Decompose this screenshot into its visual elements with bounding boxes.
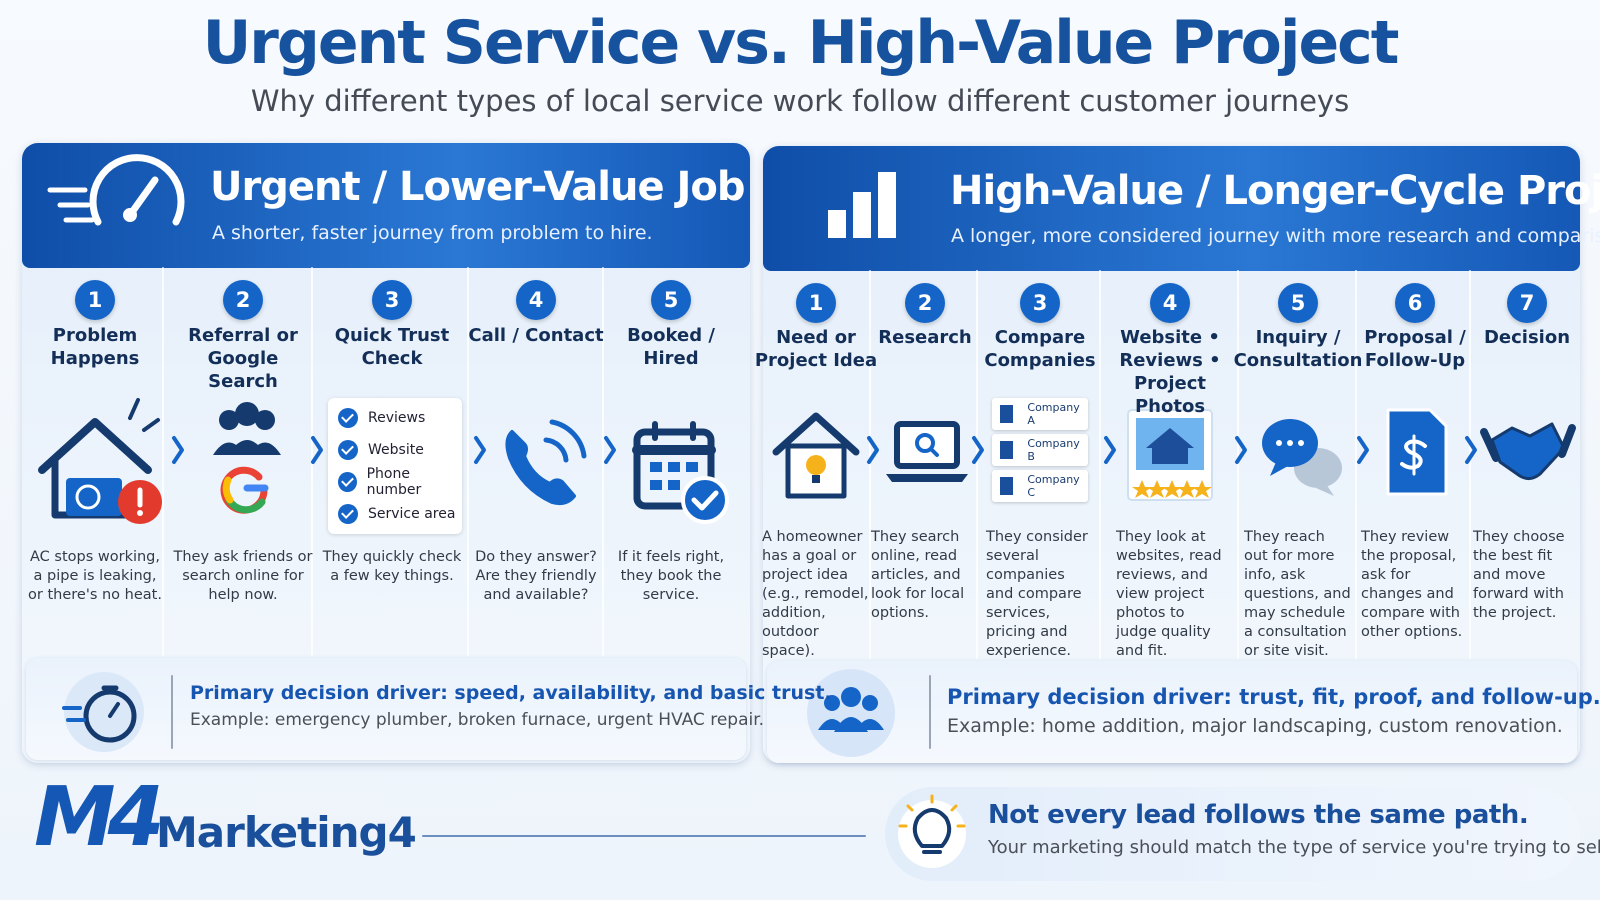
panel-header: [22, 143, 750, 268]
company-card: Company B: [992, 434, 1088, 466]
step-label: Decision: [1483, 327, 1571, 348]
step-number: 6: [1395, 283, 1435, 323]
checklist-item: Service area: [328, 498, 462, 530]
step-description: They ask friends or search online for he…: [173, 549, 313, 603]
step-label: Compare Companies: [984, 327, 1096, 371]
logo: M4: [34, 770, 165, 865]
checklist-text: Service area: [368, 506, 456, 522]
step-number: 4: [1150, 283, 1190, 323]
decision-driver: Primary decision driver: speed, availabi…: [190, 682, 832, 704]
tagline-text: Your marketing should match the type of …: [988, 837, 1600, 858]
company-name: Company C: [1027, 473, 1080, 499]
step-label: Proposal / Follow-Up: [1364, 327, 1466, 371]
step-description: AC stops working, a pipe is leaking, or …: [28, 549, 162, 603]
checklist-card: Reviews Website Phone number Service area: [328, 398, 462, 534]
step-label: Website • Reviews • Project Photos: [1119, 327, 1221, 417]
panel-title: High-Value / Longer-Cycle Project: [950, 168, 1600, 214]
step-number: 2: [223, 280, 263, 320]
panel-subtitle: A shorter, faster journey from problem t…: [212, 222, 653, 244]
step-label: Quick Trust Check: [334, 325, 450, 369]
subtitle: Why different types of local service wor…: [250, 84, 1350, 118]
step-label: Problem Happens: [50, 325, 140, 369]
step-description: They reach out for more info, ask questi…: [1244, 529, 1351, 659]
step-description: They quickly check a few key things.: [322, 549, 462, 584]
decision-driver: Primary decision driver: trust, fit, pro…: [947, 685, 1600, 709]
driver-box: [26, 658, 746, 760]
title: Urgent Service vs. High-Value Project: [202, 8, 1400, 78]
step-number: 1: [75, 280, 115, 320]
step-number: 5: [651, 280, 691, 320]
checklist-item: Reviews: [328, 402, 462, 434]
step-description: They look at websites, read reviews, and…: [1116, 529, 1222, 659]
checklist-item: Phone number: [328, 466, 462, 498]
step-description: They consider several companies and comp…: [986, 529, 1088, 659]
step-label: Research: [878, 327, 972, 348]
step-label: Need or Project Idea: [754, 327, 878, 371]
panel-subtitle: A longer, more considered journey with m…: [951, 225, 1600, 247]
step-number: 2: [905, 283, 945, 323]
company-card: Company C: [992, 470, 1088, 502]
driver-box: [767, 661, 1577, 763]
panel-title: Urgent / Lower-Value Job: [210, 164, 745, 210]
step-description: A homeowner has a goal or project idea (…: [762, 529, 869, 659]
company-card: Company A: [992, 398, 1088, 430]
step-label: Booked / Hired: [627, 325, 715, 369]
step-number: 4: [516, 280, 556, 320]
step-description: They review the proposal, ask for change…: [1361, 529, 1463, 640]
step-number: 3: [1020, 283, 1060, 323]
step-number: 5: [1278, 283, 1318, 323]
example: Example: emergency plumber, broken furna…: [190, 710, 765, 730]
step-description: Do they answer? Are they friendly and av…: [475, 549, 597, 603]
checklist-text: Phone number: [366, 466, 422, 498]
brand: Marketing4: [156, 808, 417, 857]
step-label: Referral or Google Search: [188, 325, 298, 392]
company-name: Company B: [1027, 437, 1080, 463]
company-name: Company A: [1027, 401, 1080, 427]
example: Example: home addition, major landscapin…: [947, 715, 1563, 737]
step-label: Inquiry / Consultation: [1233, 327, 1363, 371]
step-number: 3: [372, 280, 412, 320]
checklist-item: Website: [328, 434, 462, 466]
tagline-box: [885, 787, 1580, 881]
step-number: 1: [796, 283, 836, 323]
step-label: Call / Contact: [468, 325, 604, 346]
panel-header: [763, 146, 1580, 271]
checklist-text: Reviews: [368, 410, 426, 426]
step-description: They search online, read articles, and l…: [871, 529, 965, 621]
checklist-text: Website: [368, 442, 424, 458]
tagline-title: Not every lead follows the same path.: [988, 800, 1529, 830]
company-list: Company A Company B Company C: [988, 394, 1092, 506]
step-number: 7: [1507, 283, 1547, 323]
step-description: If it feels right, they book the service…: [617, 549, 725, 603]
step-description: They choose the best fit and move forwar…: [1473, 529, 1565, 621]
